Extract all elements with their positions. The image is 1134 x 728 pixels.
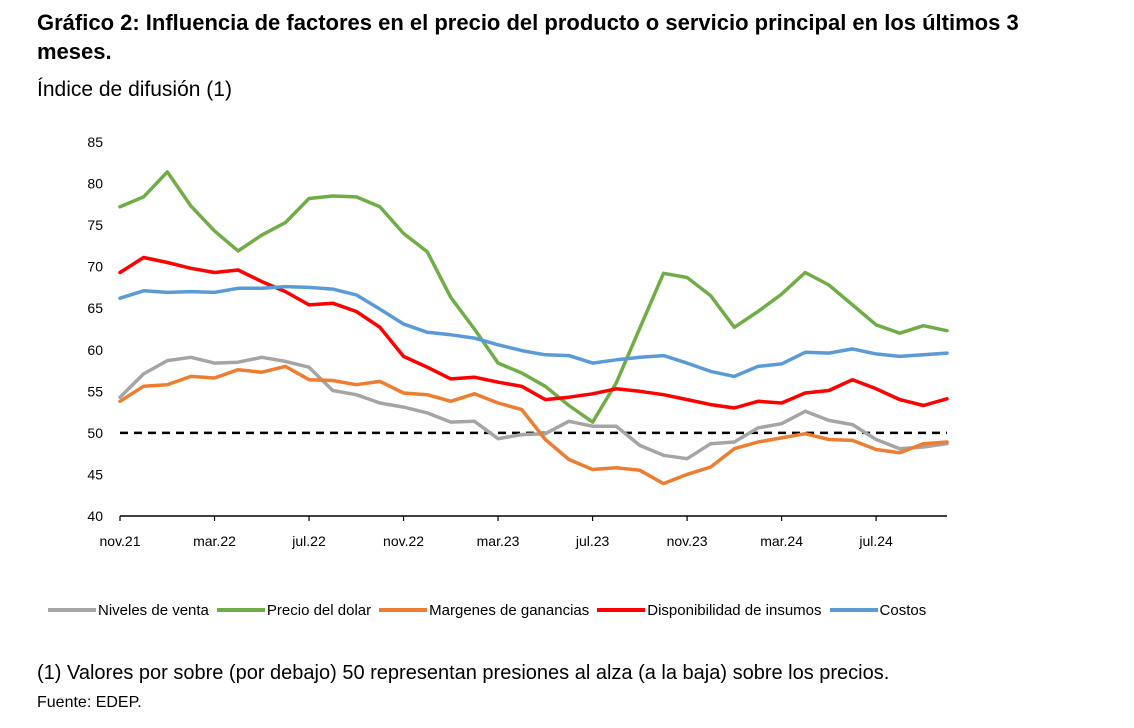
- x-tick-label: jul.23: [575, 533, 610, 549]
- x-tick-label: mar.23: [477, 533, 520, 549]
- x-tick-label: jul.22: [291, 533, 326, 549]
- x-axis: nov.21 mar.22 jul.22 nov.22 mar.23 jul.23 nov.…: [100, 515, 947, 549]
- legend-item: Costos: [829, 601, 927, 619]
- series-line-3: [118, 255, 949, 410]
- series-group: [118, 170, 949, 486]
- y-tick-label: 70: [87, 259, 103, 275]
- chart-legend: Niveles de venta Precio del dolar Margenes…: [48, 600, 934, 620]
- legend-item: Precio del dolar: [216, 601, 372, 619]
- legend-label: Disponibilidad de insumos: [647, 601, 822, 619]
- y-axis: 40 45 50 55 60 65 70 75 80 85: [87, 134, 103, 524]
- legend-swatch: [829, 608, 878, 612]
- legend-label: Precio del dolar: [266, 601, 372, 619]
- legend-label: Costos: [879, 601, 927, 619]
- legend-swatch: [216, 608, 265, 612]
- y-tick-label: 75: [87, 217, 103, 233]
- x-tick-label: nov.23: [667, 533, 708, 549]
- legend-swatch: [379, 608, 428, 612]
- source-note: Fuente: EDEP.: [37, 694, 142, 711]
- y-tick-label: 40: [87, 508, 103, 524]
- chart-title: Gráfico 2: Influencia de factores en el …: [37, 10, 1019, 64]
- series-line-2: [118, 364, 949, 486]
- x-tick-label: jul.24: [858, 533, 893, 549]
- y-tick-label: 45: [87, 466, 103, 482]
- legend-label: Niveles de venta: [98, 601, 209, 619]
- x-tick-label: nov.22: [383, 533, 424, 549]
- chart-subtitle: Índice de difusión (1): [37, 78, 232, 101]
- y-tick-label: 55: [87, 383, 103, 399]
- series-line-0: [118, 355, 949, 461]
- y-tick-label: 60: [87, 342, 103, 358]
- x-tick-label: nov.21: [100, 533, 141, 549]
- legend-item: Margenes de ganancias: [379, 602, 589, 619]
- legend-label: Margenes de ganancias: [429, 601, 590, 619]
- legend-item: Disponibilidad de insumos: [597, 601, 822, 619]
- footnote: (1) Valores por sobre (por debajo) 50 re…: [37, 662, 890, 684]
- legend-swatch: [597, 608, 646, 612]
- x-tick-label: mar.22: [193, 533, 236, 549]
- legend-item: Niveles de venta: [48, 602, 209, 619]
- y-tick-label: 50: [87, 425, 103, 441]
- y-tick-label: 85: [87, 134, 103, 150]
- series-line-4: [118, 284, 949, 379]
- x-tick-label: mar.24: [760, 533, 803, 549]
- series-line-1: [118, 170, 949, 424]
- legend-swatch: [48, 608, 96, 612]
- y-tick-label: 80: [87, 176, 103, 192]
- y-tick-label: 65: [87, 300, 103, 316]
